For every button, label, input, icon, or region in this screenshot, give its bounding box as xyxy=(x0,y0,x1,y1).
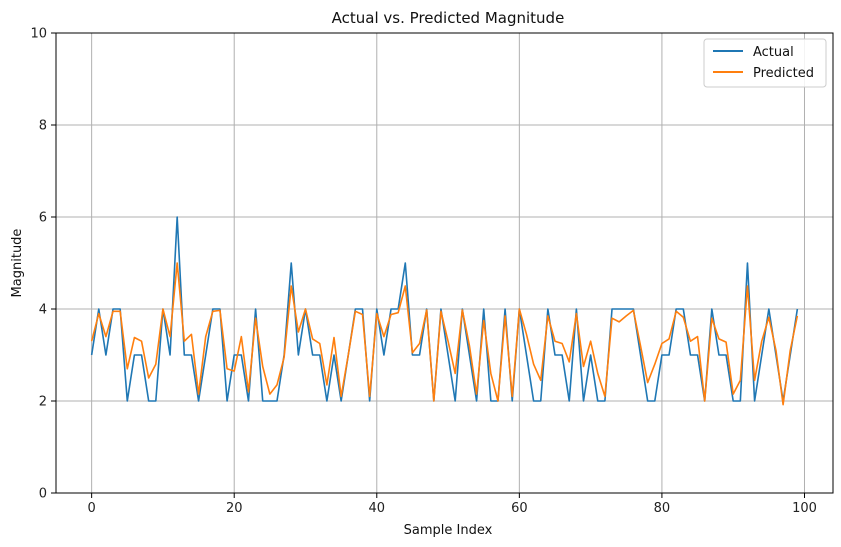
y-tick-label: 6 xyxy=(39,211,47,226)
y-tick-label: 4 xyxy=(39,303,47,318)
x-tick-label: 60 xyxy=(511,501,528,516)
chart-title: Actual vs. Predicted Magnitude xyxy=(332,9,565,27)
grid xyxy=(56,32,833,494)
y-tick-label: 0 xyxy=(39,487,47,502)
x-tick-label: 100 xyxy=(792,501,817,516)
y-axis-label: Magnitude xyxy=(10,229,25,298)
x-tick-label: 20 xyxy=(226,501,243,516)
series-line-predicted xyxy=(90,262,799,406)
legend-label-actual: Actual xyxy=(753,45,794,60)
legend: Actual Predicted xyxy=(703,38,827,88)
legend-label-predicted: Predicted xyxy=(753,66,814,81)
plot-frame xyxy=(55,32,834,494)
series-layer xyxy=(90,216,799,406)
x-tick-label: 0 xyxy=(88,501,96,516)
x-tick-label: 40 xyxy=(369,501,386,516)
x-tick-label: 80 xyxy=(654,501,671,516)
y-tick-label: 10 xyxy=(30,27,47,42)
y-tick-label: 2 xyxy=(39,395,47,410)
y-tick-label: 8 xyxy=(39,119,47,134)
x-axis-label: Sample Index xyxy=(404,523,493,538)
ticks: 0 20 40 60 80 100 0 2 4 6 8 10 xyxy=(30,27,816,517)
series-line-actual xyxy=(90,216,799,402)
